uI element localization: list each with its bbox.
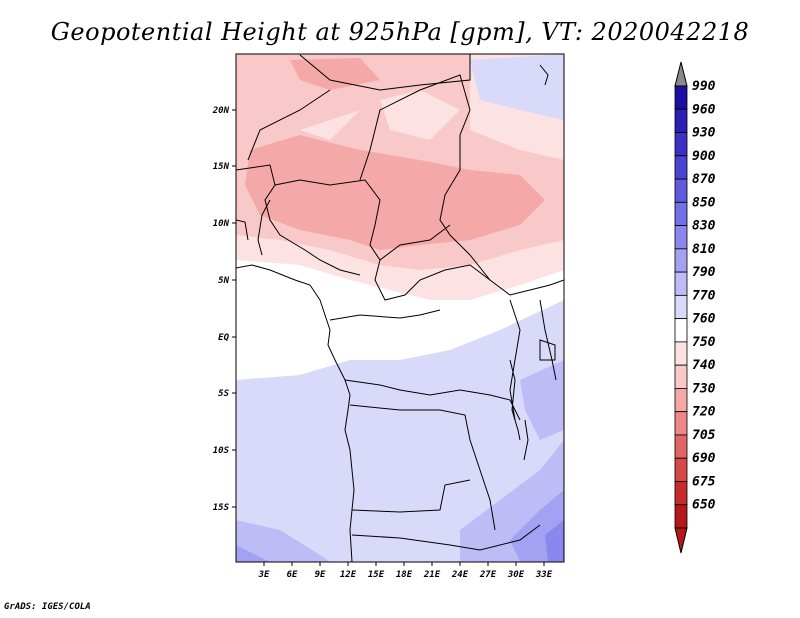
colorbar-label: 960 <box>692 102 716 117</box>
colorbar-upper-arrow <box>674 61 688 87</box>
colorbar-label: 930 <box>692 126 716 141</box>
country-borders <box>236 54 564 562</box>
colorbar-label: 870 <box>692 172 716 187</box>
colorbar-cell <box>674 364 688 389</box>
colorbar-label: 720 <box>692 405 716 420</box>
colorbar-cell <box>674 294 688 320</box>
lon-label: 12E <box>340 570 357 580</box>
map-title: Geopotential Height at 925hPa [gpm], VT:… <box>50 18 750 46</box>
colorbar-label: 740 <box>692 358 716 373</box>
grads-credit: GrADS: IGES/COLA <box>4 602 91 612</box>
colorbar-label: 705 <box>692 428 716 443</box>
colorbar-lower-arrow <box>674 527 688 554</box>
lon-label: 21E <box>423 570 441 580</box>
lat-label: EQ <box>218 333 229 343</box>
colorbar-cell <box>674 271 688 296</box>
lat-label: 5N <box>218 276 229 286</box>
colorbar: 990 960 930 900 870 850 830 810 790 770 760 750 740 7… <box>674 61 716 554</box>
colorbar-cell <box>674 504 688 529</box>
colorbar-label: 830 <box>692 219 716 234</box>
colorbar-cell <box>674 457 688 482</box>
colorbar-cell <box>674 225 688 250</box>
colorbar-label: 675 <box>692 474 716 489</box>
lon-label: 6E <box>287 570 298 580</box>
lon-label: 27E <box>479 570 497 580</box>
lat-label: 5S <box>218 389 229 399</box>
lon-label: 24E <box>451 570 469 580</box>
lon-label: 3E <box>258 570 270 580</box>
colorbar-cell <box>674 434 688 459</box>
map-frame <box>235 53 565 563</box>
colorbar-label: 900 <box>692 149 716 164</box>
colorbar-cell <box>674 318 688 343</box>
colorbar-cell <box>674 85 688 110</box>
lat-label: 10S <box>213 446 230 456</box>
colorbar-label: 650 <box>692 498 716 513</box>
colorbar-cell <box>674 108 688 133</box>
lon-label: 15E <box>368 570 385 580</box>
lon-label: 33E <box>535 570 553 580</box>
colorbar-cell <box>674 155 688 180</box>
colorbar-label: 760 <box>692 312 716 327</box>
colorbar-cell <box>674 132 688 157</box>
colorbar-label: 750 <box>692 335 716 350</box>
colorbar-label: 810 <box>692 242 716 257</box>
lon-label: 18E <box>396 570 413 580</box>
colorbar-label: 690 <box>692 451 716 466</box>
colorbar-label: 790 <box>692 265 716 280</box>
colorbar-cell <box>674 411 688 436</box>
lon-label: 30E <box>507 570 525 580</box>
colorbar-label: 730 <box>692 381 716 396</box>
lat-axis <box>232 109 236 508</box>
colorbar-cell <box>674 201 688 226</box>
colorbar-cell <box>674 388 688 413</box>
lat-label: 10N <box>213 219 230 229</box>
colorbar-label: 990 <box>692 79 716 94</box>
height-field <box>236 54 564 562</box>
colorbar-label: 850 <box>692 195 716 210</box>
colorbar-cell <box>674 178 688 203</box>
lakes <box>509 64 556 461</box>
lat-label: 15N <box>213 162 230 172</box>
lon-axis <box>263 562 545 566</box>
lat-label: 15S <box>213 503 230 513</box>
colorbar-cell <box>674 341 688 366</box>
lon-label: 9E <box>315 570 326 580</box>
colorbar-cell <box>674 481 688 506</box>
colorbar-cell <box>674 248 688 273</box>
lat-label: 20N <box>212 106 230 116</box>
colorbar-label: 770 <box>692 288 716 303</box>
